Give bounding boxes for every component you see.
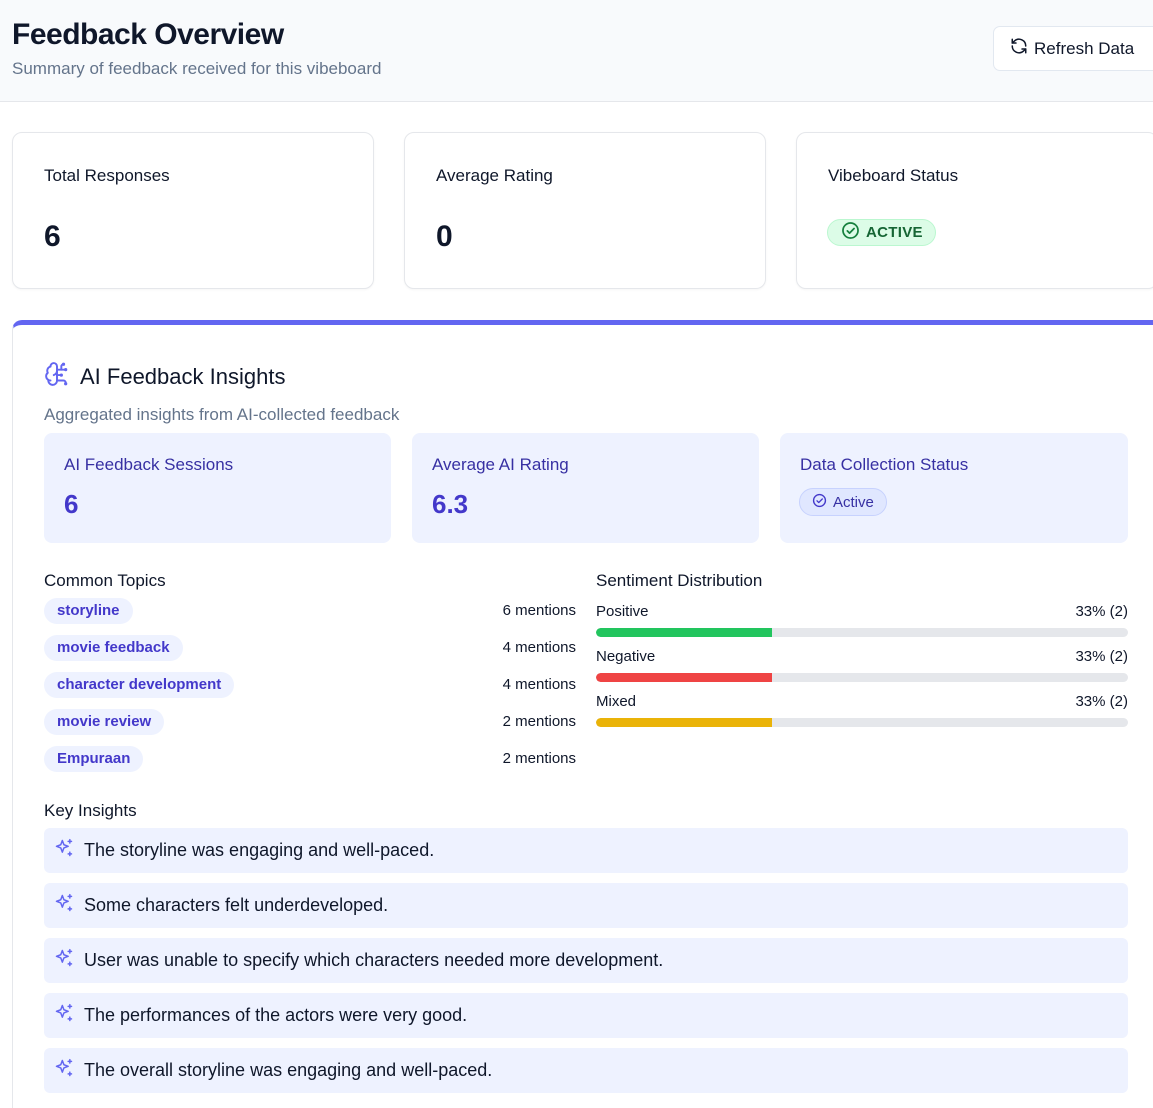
topic-chip[interactable]: movie feedback [44,635,183,661]
collection-status-badge: Active [799,488,887,516]
average-rating-card: Average Rating 0 [404,132,766,289]
common-topics-heading: Common Topics [44,571,166,590]
sentiment-label: Mixed [596,693,637,710]
total-responses-value: 6 [44,220,61,253]
vibeboard-status-label: Vibeboard Status [828,166,959,185]
refresh-data-button[interactable]: Refresh Data [993,26,1153,71]
data-collection-status-label: Data Collection Status [800,455,969,474]
data-collection-status-card: Data Collection Status Active [780,433,1128,543]
ai-avg-rating-value: 6.3 [432,489,469,519]
sentiment-row-positive: Positive 33% (2) [596,603,1128,643]
sentiment-row-mixed: Mixed 33% (2) [596,693,1128,733]
check-circle-icon [841,221,866,244]
sentiment-label: Negative [596,648,656,665]
topic-row: character development 4 mentions [44,672,576,698]
insight-item: The overall storyline was engaging and w… [44,1048,1128,1093]
insight-item: The performances of the actors were very… [44,993,1128,1038]
topic-row: movie review 2 mentions [44,709,576,735]
insight-text: The storyline was engaging and well-pace… [84,840,435,860]
sentiment-bar-fill [596,718,772,727]
refresh-icon [1010,37,1034,60]
sentiment-value: 33% (2) [1075,603,1128,620]
collection-status-text: Active [833,493,874,511]
ai-sessions-value: 6 [64,489,79,519]
topic-chip[interactable]: Empuraan [44,746,144,772]
ai-sessions-card: AI Feedback Sessions 6 [44,433,391,543]
brain-icon [44,361,70,392]
insight-text: The performances of the actors were very… [84,1005,468,1025]
sentiment-value: 33% (2) [1075,693,1128,710]
ai-sessions-label: AI Feedback Sessions [64,455,234,474]
topic-count: 6 mentions [502,602,576,619]
page-title: Feedback Overview [12,18,284,51]
sentiment-bar-track [596,673,1128,682]
sentiment-bar-track [596,628,1128,637]
sentiment-bar-fill [596,673,772,682]
insight-text: User was unable to specify which charact… [84,950,664,970]
check-circle-icon [812,493,833,512]
key-insights-heading: Key Insights [44,801,137,820]
insight-text: Some characters felt underdeveloped. [84,895,389,915]
page-header: Feedback Overview Summary of feedback re… [0,0,1153,102]
ai-insights-header: AI Feedback Insights [44,361,285,392]
sparkle-icon [54,1003,74,1028]
sentiment-bar-fill [596,628,772,637]
total-responses-label: Total Responses [44,166,170,185]
insight-item: The storyline was engaging and well-pace… [44,828,1128,873]
topic-row: movie feedback 4 mentions [44,635,576,661]
ai-insights-title: AI Feedback Insights [80,363,286,389]
sparkle-icon [54,1058,74,1083]
insight-text: The overall storyline was engaging and w… [84,1060,493,1080]
insight-item: User was unable to specify which charact… [44,938,1128,983]
sparkle-icon [54,893,74,918]
ai-avg-rating-label: Average AI Rating [432,455,569,474]
vibeboard-status-card: Vibeboard Status ACTIVE [796,132,1153,289]
topic-chip[interactable]: storyline [44,598,133,624]
insight-item: Some characters felt underdeveloped. [44,883,1128,928]
sentiment-bar-track [596,718,1128,727]
ai-avg-rating-card: Average AI Rating 6.3 [412,433,759,543]
average-rating-label: Average Rating [436,166,553,185]
sentiment-value: 33% (2) [1075,648,1128,665]
sentiment-row-negative: Negative 33% (2) [596,648,1128,688]
topic-row: storyline 6 mentions [44,598,576,624]
page-subtitle: Summary of feedback received for this vi… [12,59,382,78]
topic-row: Empuraan 2 mentions [44,746,576,772]
average-rating-value: 0 [436,220,453,253]
status-badge: ACTIVE [827,219,936,246]
ai-insights-panel: AI Feedback Insights Aggregated insights… [12,320,1153,1108]
sparkle-icon [54,948,74,973]
status-badge-text: ACTIVE [866,224,923,241]
topic-chip[interactable]: movie review [44,709,165,735]
ai-insights-subtitle: Aggregated insights from AI-collected fe… [44,405,400,424]
refresh-data-label: Refresh Data [1034,38,1135,58]
topic-count: 2 mentions [502,713,576,730]
topic-count: 4 mentions [502,639,576,656]
sentiment-label: Positive [596,603,649,620]
topic-chip[interactable]: character development [44,672,235,698]
sentiment-distribution-heading: Sentiment Distribution [596,571,763,590]
topic-count: 4 mentions [502,676,576,693]
total-responses-card: Total Responses 6 [12,132,374,289]
topic-count: 2 mentions [502,750,576,767]
sparkle-icon [54,838,74,863]
